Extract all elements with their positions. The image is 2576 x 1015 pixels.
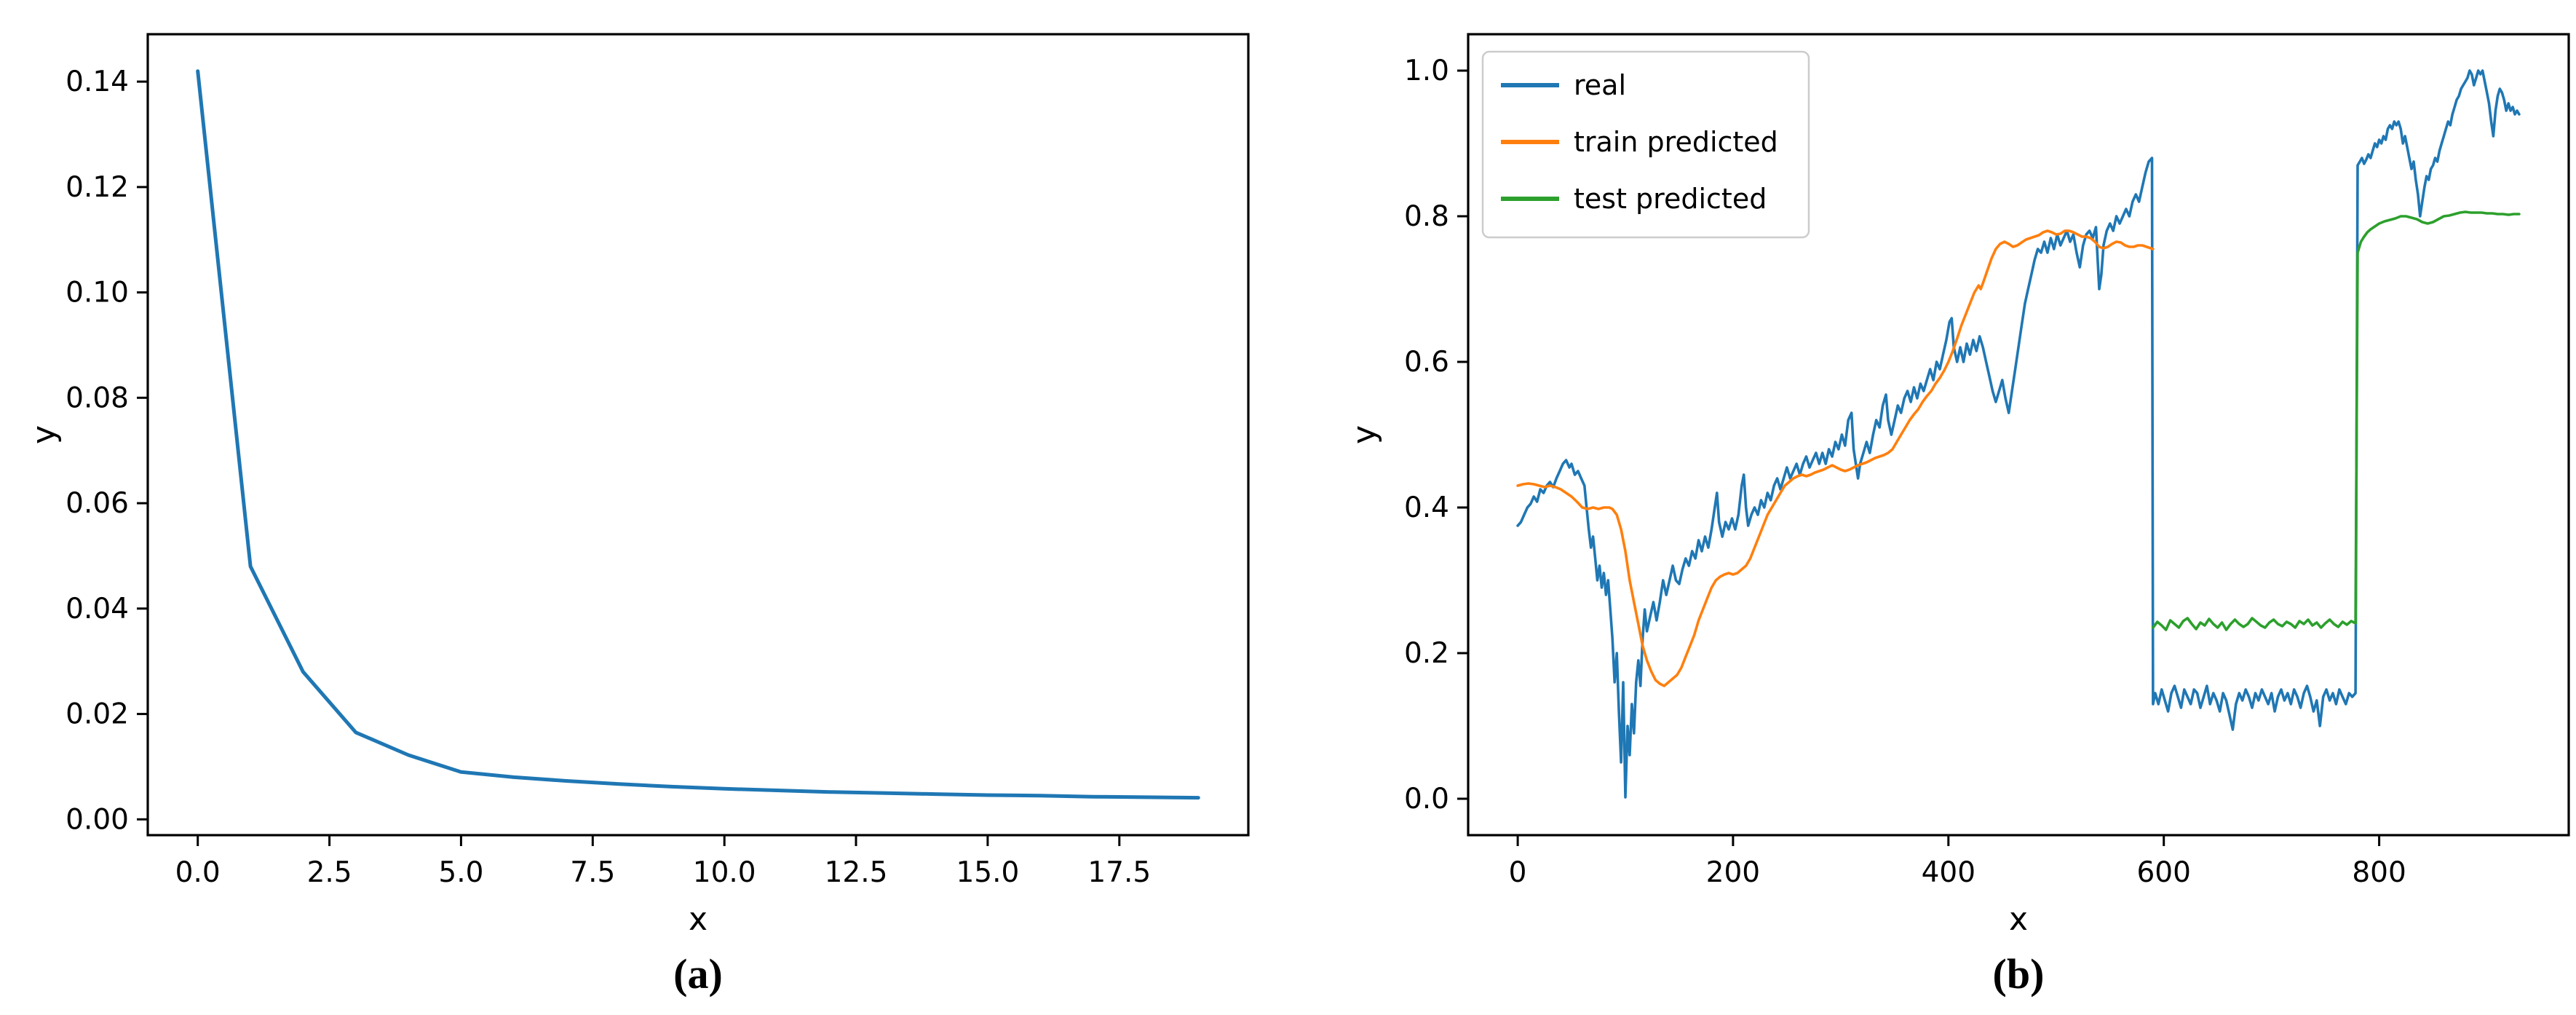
legend-label-test-predicted: test predicted — [1574, 183, 1767, 215]
x-tick-label: 600 — [2136, 856, 2190, 889]
y-tick-label: 1.0 — [1404, 55, 1449, 87]
x-tick-label: 12.5 — [825, 856, 888, 889]
x-tick-label: 0.0 — [175, 856, 221, 889]
x-axis-ticks: 0.0 2.5 5.0 7.5 10.0 12.5 15.0 17.5 — [175, 835, 1151, 889]
y-tick-label: 0.14 — [66, 66, 129, 98]
legend: real train predicted test predicted — [1481, 50, 1810, 239]
x-tick-label: 400 — [1922, 856, 1975, 889]
y-axis-ticks: 0.00 0.02 0.04 0.06 0.08 0.10 0.12 0.14 — [66, 66, 148, 836]
plot-series — [1516, 69, 2521, 799]
y-axis-label: y — [1346, 425, 1383, 444]
y-tick-label: 0.0 — [1404, 783, 1449, 815]
y-tick-label: 0.08 — [66, 382, 129, 414]
series-train-predicted-line — [1516, 229, 2155, 687]
axes-spines — [1467, 33, 2570, 837]
y-tick-label: 0.2 — [1404, 637, 1449, 670]
x-tick-label: 15.0 — [956, 856, 1019, 889]
x-axis-label: x — [2009, 901, 2028, 938]
y-tick-label: 0.4 — [1404, 491, 1449, 524]
caption-panel-a: (a) — [673, 950, 723, 998]
x-tick-label: 200 — [1706, 856, 1760, 889]
x-axis-ticks: 0 200 400 600 800 — [1509, 835, 2406, 889]
y-tick-label: 0.04 — [66, 593, 129, 625]
x-tick-label: 7.5 — [570, 856, 615, 889]
legend-label-train-predicted: train predicted — [1574, 126, 1778, 158]
y-tick-label: 0.00 — [66, 803, 129, 836]
legend-label-real: real — [1574, 69, 1626, 101]
x-tick-label: 0 — [1509, 856, 1527, 889]
y-axis-label: y — [25, 425, 63, 444]
axes-spines — [146, 33, 1250, 837]
y-tick-label: 0.06 — [66, 487, 129, 520]
x-tick-label: 800 — [2352, 856, 2406, 889]
chart-panel-a: 0.0 2.5 5.0 7.5 10.0 12.5 15.0 17.5 0.00 0.02 0.04… — [25, 33, 1250, 938]
y-tick-label: 0.6 — [1404, 346, 1449, 379]
y-tick-label: 0.10 — [66, 277, 129, 309]
x-tick-label: 2.5 — [307, 856, 352, 889]
x-axis-label: x — [689, 901, 708, 938]
chart-panel-b: 0 200 400 600 800 0.0 0.2 0.4 0.6 0.8 1.0 x y real tra… — [1346, 33, 2570, 938]
series-real-line — [1516, 69, 2521, 799]
caption-panel-b: (b) — [1992, 950, 2045, 998]
y-tick-label: 0.8 — [1404, 200, 1449, 233]
y-tick-label: 0.02 — [66, 698, 129, 731]
legend-box — [1481, 50, 1810, 239]
x-tick-label: 17.5 — [1087, 856, 1151, 889]
x-tick-label: 10.0 — [693, 856, 756, 889]
series-loss-line — [196, 69, 1200, 800]
plot-series — [196, 69, 1200, 800]
y-axis-ticks: 0.0 0.2 0.4 0.6 0.8 1.0 — [1404, 55, 1468, 815]
series-test-predicted-line — [2152, 210, 2521, 631]
y-tick-label: 0.12 — [66, 171, 129, 204]
x-tick-label: 5.0 — [438, 856, 483, 889]
